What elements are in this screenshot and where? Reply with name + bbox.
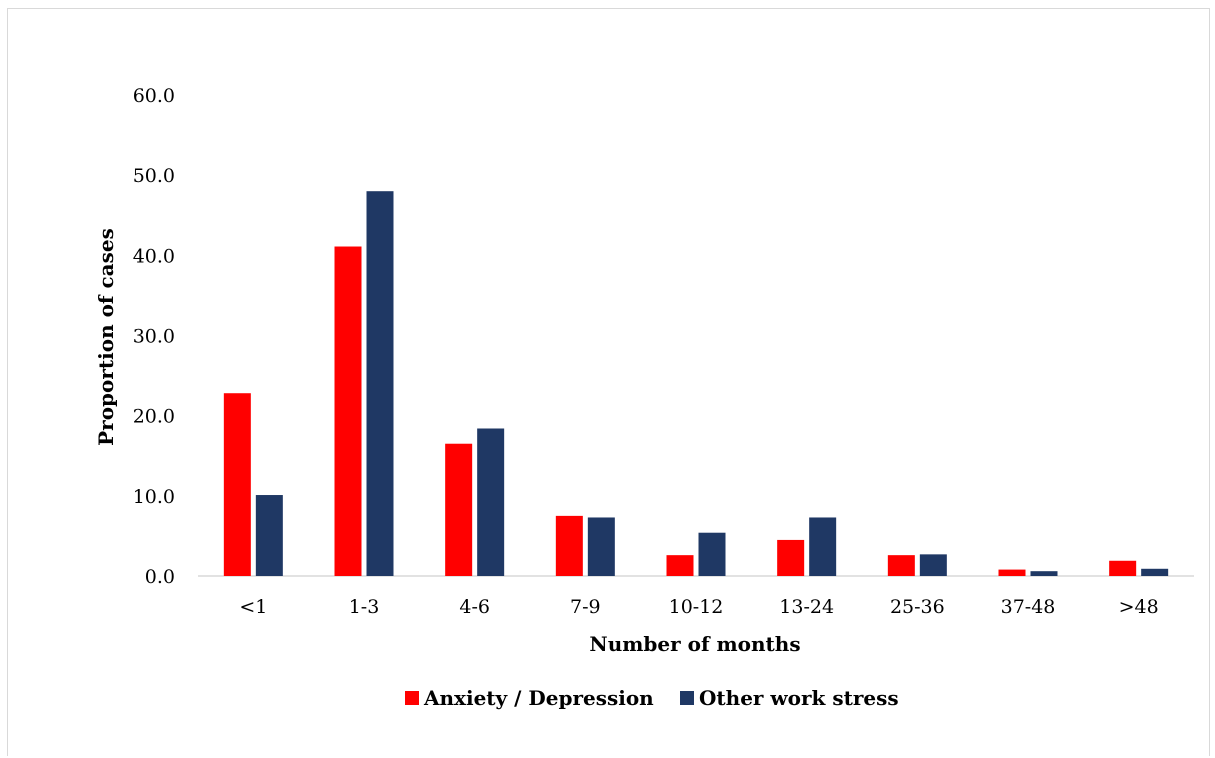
bar-other-work-stress (809, 517, 837, 576)
bar-other-work-stress (366, 191, 394, 576)
x-tick-label: 25-36 (890, 596, 945, 618)
y-tick-label: 10.0 (133, 486, 175, 508)
bar-anxiety-depression (555, 515, 583, 576)
bar-anxiety-depression (998, 569, 1026, 576)
legend-label: Other work stress (699, 686, 899, 710)
bar-anxiety-depression (887, 555, 915, 576)
bar-other-work-stress (919, 554, 947, 576)
y-tick-label: 60.0 (133, 85, 175, 107)
x-tick-label: >48 (1119, 596, 1159, 618)
x-tick-label: 4-6 (459, 596, 490, 618)
legend-swatch (405, 691, 419, 705)
x-axis-ticks: <1 1-3 4-6 7-9 10-12 13-24 25-36 37-48 >48 (239, 596, 1158, 618)
bar-other-work-stress (587, 517, 615, 576)
bars (223, 191, 1169, 576)
bar-other-work-stress (255, 495, 283, 576)
x-tick-label: 13-24 (779, 596, 834, 618)
x-tick-label: 37-48 (1001, 596, 1056, 618)
y-tick-label: 40.0 (133, 245, 175, 267)
bar-other-work-stress (477, 428, 505, 576)
x-tick-label: 10-12 (669, 596, 724, 618)
y-tick-label: 0.0 (145, 566, 175, 588)
bar-anxiety-depression (666, 555, 694, 576)
bar-other-work-stress (1141, 568, 1169, 576)
bar-anxiety-depression (223, 393, 251, 576)
y-axis-ticks: 0.0 10.0 20.0 30.0 40.0 50.0 60.0 (133, 85, 175, 588)
x-axis-title: Number of months (589, 632, 800, 656)
chart-frame (7, 8, 1210, 756)
y-tick-label: 30.0 (133, 326, 175, 348)
x-tick-label: 7-9 (570, 596, 601, 618)
legend-label: Anxiety / Depression (423, 686, 654, 710)
bar-anxiety-depression (777, 539, 805, 576)
bar-other-work-stress (698, 532, 726, 576)
x-tick-label: 1-3 (349, 596, 380, 618)
y-tick-label: 50.0 (133, 165, 175, 187)
bar-anxiety-depression (1109, 560, 1137, 576)
bar-anxiety-depression (334, 246, 362, 576)
bar-other-work-stress (1030, 571, 1058, 576)
legend-swatch (680, 691, 694, 705)
bar-anxiety-depression (445, 443, 473, 576)
y-axis-title: Proportion of cases (94, 228, 118, 446)
x-tick-label: <1 (239, 596, 267, 618)
y-tick-label: 20.0 (133, 406, 175, 428)
legend: Anxiety / Depression Other work stress (405, 686, 899, 710)
